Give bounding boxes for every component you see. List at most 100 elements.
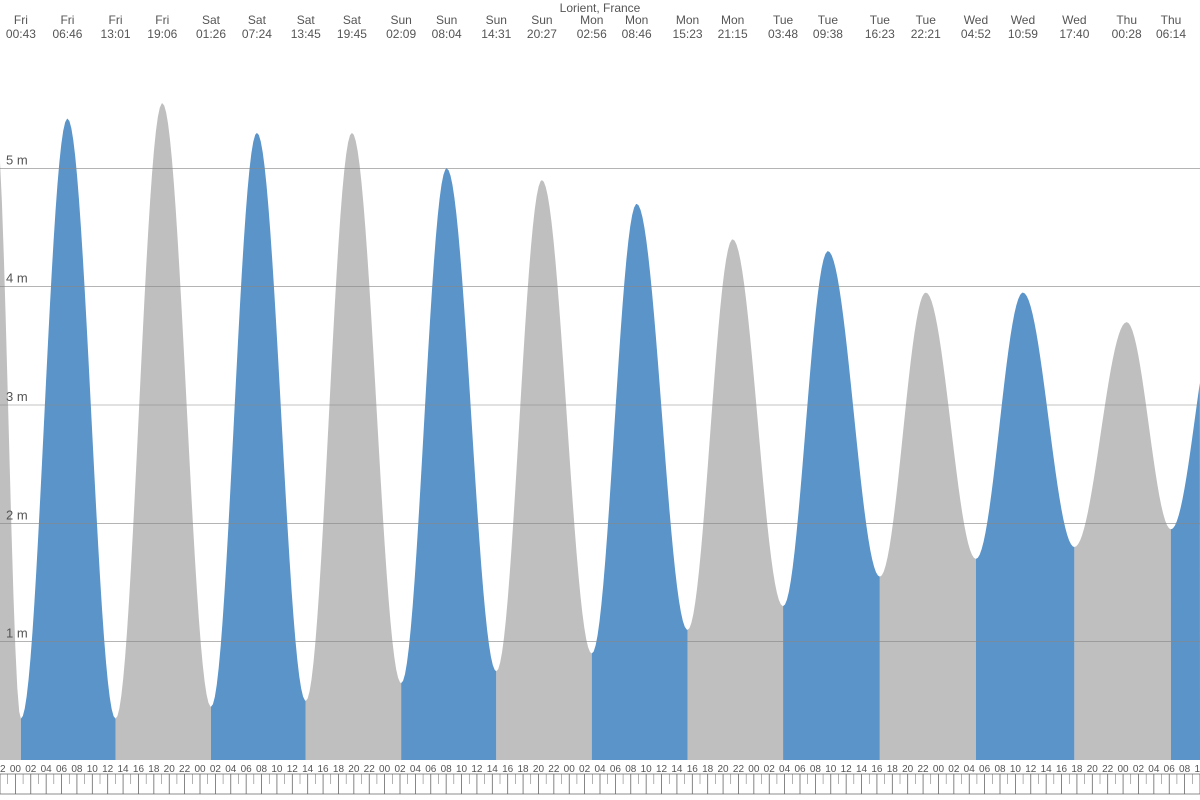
tide-hump [783, 251, 880, 760]
x-tick-label: 00 [10, 764, 22, 775]
x-tick-label: 22 [0, 764, 6, 775]
x-tick-label: 20 [1087, 764, 1099, 775]
header-time: 06:14 [1156, 27, 1186, 41]
header-day: Mon [580, 13, 603, 27]
header-day: Sat [202, 13, 221, 27]
tide-hump [116, 103, 211, 760]
x-tick-label: 08 [994, 764, 1006, 775]
x-tick-label: 02 [25, 764, 37, 775]
tide-hump [1171, 383, 1200, 760]
header-time: 07:24 [242, 27, 272, 41]
x-tick-label: 14 [118, 764, 130, 775]
header-day: Sun [436, 13, 457, 27]
header-day: Mon [721, 13, 744, 27]
x-tick-label: 08 [441, 764, 453, 775]
x-tick-label: 04 [1148, 764, 1160, 775]
header-day: Wed [1062, 13, 1086, 27]
x-tick-label: 16 [871, 764, 883, 775]
header-day: Wed [1011, 13, 1035, 27]
tide-chart: 1 m2 m3 m4 m5 mLorient, FranceFri00:43Fr… [0, 0, 1200, 800]
x-tick-label: 12 [287, 764, 299, 775]
header-day: Sat [297, 13, 316, 27]
x-tick-label: 00 [748, 764, 760, 775]
x-tick-label: 10 [1194, 764, 1200, 775]
header-day: Sun [531, 13, 552, 27]
x-tick-label: 18 [887, 764, 899, 775]
x-tick-label: 16 [502, 764, 514, 775]
y-tick-label: 1 m [6, 626, 28, 641]
x-tick-label: 22 [548, 764, 560, 775]
header-day: Tue [818, 13, 839, 27]
header-time: 06:46 [52, 27, 82, 41]
x-tick-label: 08 [810, 764, 822, 775]
header-time: 14:31 [481, 27, 511, 41]
x-axis: 2200020406081012141618202200020406081012… [0, 764, 1200, 794]
header-time: 19:06 [147, 27, 177, 41]
header-day: Fri [109, 13, 123, 27]
x-tick-label: 06 [425, 764, 437, 775]
x-tick-label: 00 [933, 764, 945, 775]
x-tick-label: 00 [564, 764, 576, 775]
x-tick-label: 04 [410, 764, 422, 775]
header-day: Sat [343, 13, 362, 27]
x-tick-label: 06 [610, 764, 622, 775]
x-tick-label: 04 [964, 764, 976, 775]
x-tick-label: 06 [794, 764, 806, 775]
x-tick-label: 02 [579, 764, 591, 775]
header-time: 13:45 [291, 27, 321, 41]
x-tick-label: 04 [41, 764, 53, 775]
header-time: 02:09 [386, 27, 416, 41]
x-tick-label: 02 [394, 764, 406, 775]
header-labels: Fri00:43Fri06:46Fri13:01Fri19:06Sat01:26… [6, 13, 1186, 41]
x-tick-label: 00 [194, 764, 206, 775]
tide-hump [21, 119, 116, 760]
x-tick-label: 08 [256, 764, 268, 775]
x-tick-label: 22 [1102, 764, 1114, 775]
x-tick-label: 10 [641, 764, 653, 775]
tide-hump [880, 293, 976, 760]
x-tick-label: 18 [518, 764, 530, 775]
tide-hump [592, 204, 688, 760]
header-day: Sun [486, 13, 507, 27]
x-tick-label: 16 [1056, 764, 1068, 775]
x-tick-label: 12 [841, 764, 853, 775]
tide-hump [0, 161, 21, 760]
header-day: Sat [248, 13, 267, 27]
header-time: 08:46 [622, 27, 652, 41]
x-tick-label: 22 [918, 764, 930, 775]
x-tick-label: 06 [1164, 764, 1176, 775]
x-tick-label: 06 [979, 764, 991, 775]
x-tick-label: 06 [56, 764, 68, 775]
header-time: 08:04 [432, 27, 462, 41]
x-tick-label: 20 [902, 764, 914, 775]
header-time: 10:59 [1008, 27, 1038, 41]
x-tick-label: 14 [487, 764, 499, 775]
header-time: 02:56 [577, 27, 607, 41]
tide-hump [1074, 322, 1171, 760]
header-day: Mon [676, 13, 699, 27]
x-tick-label: 18 [333, 764, 345, 775]
x-tick-label: 06 [241, 764, 253, 775]
tide-hump [306, 133, 401, 760]
header-day: Tue [773, 13, 794, 27]
header-time: 13:01 [101, 27, 131, 41]
tide-hump [496, 180, 591, 760]
x-tick-label: 10 [456, 764, 468, 775]
x-tick-label: 04 [779, 764, 791, 775]
x-tick-label: 14 [302, 764, 314, 775]
x-tick-label: 12 [102, 764, 114, 775]
tide-hump [211, 133, 306, 760]
header-day: Tue [916, 13, 937, 27]
tide-hump [401, 168, 496, 760]
x-tick-label: 04 [225, 764, 237, 775]
x-tick-label: 10 [87, 764, 99, 775]
header-day: Tue [870, 13, 891, 27]
y-tick-label: 4 m [6, 271, 28, 286]
x-tick-label: 16 [133, 764, 145, 775]
header-day: Wed [964, 13, 988, 27]
x-tick-label: 10 [271, 764, 283, 775]
x-tick-label: 08 [71, 764, 83, 775]
tide-hump [688, 239, 784, 760]
header-day: Mon [625, 13, 648, 27]
header-time: 03:48 [768, 27, 798, 41]
